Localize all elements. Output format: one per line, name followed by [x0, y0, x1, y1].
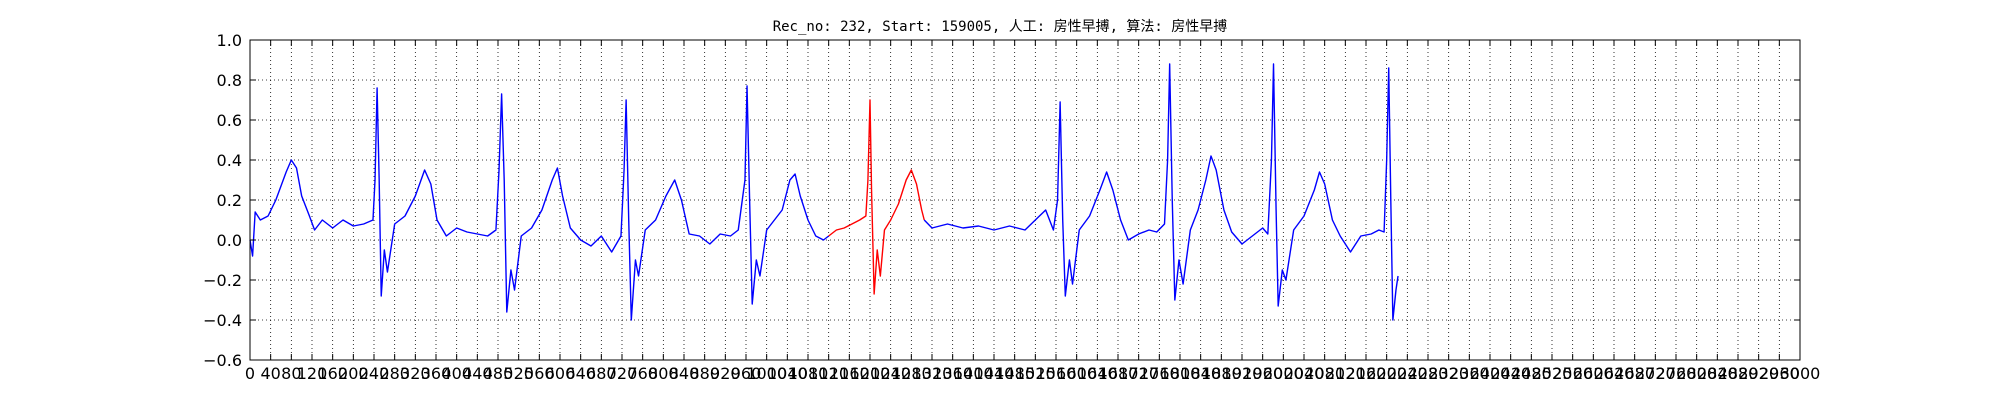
x-tick-label: 2840	[1697, 364, 1738, 383]
x-tick-label: 2000	[1263, 364, 1304, 383]
x-tick-label: 2240	[1387, 364, 1428, 383]
x-tick-label: 2080	[1304, 364, 1345, 383]
x-tick-label: 2160	[1346, 364, 1387, 383]
x-tick-label: 2960	[1759, 364, 1800, 383]
x-tick-label: 1080	[788, 364, 829, 383]
y-tick-label: −0.2	[203, 271, 242, 290]
x-tick-label: 2600	[1573, 364, 1614, 383]
x-tick-label: 1360	[932, 364, 973, 383]
x-tick-label: 2360	[1449, 364, 1490, 383]
x-tick-label: 480	[483, 364, 514, 383]
x-tick-label: 1120	[808, 364, 849, 383]
x-tick-label: 1400	[953, 364, 994, 383]
series-line	[923, 63, 1399, 321]
x-tick-label: 320	[400, 364, 431, 383]
x-tick-label: 880	[689, 364, 720, 383]
x-tick-label: 2480	[1511, 364, 1552, 383]
x-tick-label: 2520	[1532, 364, 1573, 383]
y-tick-label: 0.8	[217, 71, 242, 90]
x-tick-label: 1600	[1056, 364, 1097, 383]
x-tick-label: 2560	[1552, 364, 1593, 383]
x-tick-label: 1880	[1201, 364, 1242, 383]
x-tick-label: 1520	[1015, 364, 1056, 383]
x-tick-label: 1560	[1036, 364, 1077, 383]
x-tick-label: 2760	[1656, 364, 1697, 383]
x-tick-label: 2200	[1366, 364, 1407, 383]
series-line	[249, 85, 830, 321]
x-tick-label: 1440	[974, 364, 1015, 383]
x-tick-label: 720	[607, 364, 638, 383]
x-tick-label: 2440	[1490, 364, 1531, 383]
x-tick-label: 520	[503, 364, 534, 383]
x-tick-label: 2320	[1428, 364, 1469, 383]
x-tick-label: 1240	[870, 364, 911, 383]
series-line	[828, 99, 925, 295]
x-tick-label: 1960	[1242, 364, 1283, 383]
y-tick-label: −0.4	[203, 311, 242, 330]
chart-title: Rec_no: 232, Start: 159005, 人工: 房性早搏, 算法…	[773, 18, 1228, 35]
y-tick-label: 0.6	[217, 111, 242, 130]
x-tick-label: 1320	[912, 364, 953, 383]
y-axis: −0.6 −0.4 −0.2 0.0 0.2 0.4 0.6 0.8 1.0	[203, 31, 1800, 370]
x-tick-label: 1280	[891, 364, 932, 383]
x-tick-label: 1920	[1222, 364, 1263, 383]
x-tick-label: 1000	[746, 364, 787, 383]
x-tick-label: 120	[297, 364, 328, 383]
x-tick-label: 2640	[1594, 364, 1635, 383]
x-tick-label: 840	[669, 364, 700, 383]
x-tick-label: 360	[421, 364, 452, 383]
x-tick-label: 400	[441, 364, 472, 383]
x-tick-label: 1760	[1139, 364, 1180, 383]
x-tick-label: 1720	[1118, 364, 1159, 383]
x-tick-label: 1160	[829, 364, 870, 383]
x-tick-label: 240	[359, 364, 390, 383]
x-tick-label: 1680	[1098, 364, 1139, 383]
x-tick-label: 920	[710, 364, 741, 383]
x-tick-label: 640	[565, 364, 596, 383]
x-tick-label: 1840	[1180, 364, 1221, 383]
x-tick-label: 1640	[1077, 364, 1118, 383]
x-tick-label: 280	[379, 364, 410, 383]
y-tick-label: 0.2	[217, 191, 242, 210]
y-tick-label: 0.0	[217, 231, 242, 250]
x-tick-label: 440	[462, 364, 493, 383]
y-tick-label: 1.0	[217, 31, 242, 50]
x-tick-label: 2920	[1738, 364, 1779, 383]
x-tick-label: 160	[317, 364, 348, 383]
x-tick-label: 1480	[994, 364, 1035, 383]
x-tick-label: 2680	[1614, 364, 1655, 383]
x-tick-label: 40	[260, 364, 280, 383]
x-tick-label: 2880	[1718, 364, 1759, 383]
x-tick-label: 760	[627, 364, 658, 383]
x-tick-label: 2280	[1408, 364, 1449, 383]
x-tick-label: 2800	[1676, 364, 1717, 383]
y-tick-label: 0.4	[217, 151, 242, 170]
x-tick-label: 200	[338, 364, 369, 383]
x-tick-label: 960	[731, 364, 762, 383]
x-tick-label: 0	[245, 364, 255, 383]
x-tick-label: 2720	[1635, 364, 1676, 383]
x-tick-label: 2120	[1325, 364, 1366, 383]
grid	[249, 39, 1801, 361]
x-tick-label: 3000	[1780, 364, 1821, 383]
x-tick-label: 680	[586, 364, 617, 383]
x-tick-label: 1200	[850, 364, 891, 383]
x-tick-label: 2400	[1470, 364, 1511, 383]
x-tick-label: 1040	[767, 364, 808, 383]
x-tick-label: 600	[545, 364, 576, 383]
x-tick-label: 800	[648, 364, 679, 383]
y-tick-label: −0.6	[203, 351, 242, 370]
x-tick-label: 1800	[1160, 364, 1201, 383]
series-group	[249, 63, 1399, 321]
x-tick-label: 560	[524, 364, 555, 383]
x-tick-label: 80	[281, 364, 301, 383]
x-tick-label: 2040	[1284, 364, 1325, 383]
x-axis: 0 40 8012016020024028032036040044048052056…	[245, 40, 1820, 383]
